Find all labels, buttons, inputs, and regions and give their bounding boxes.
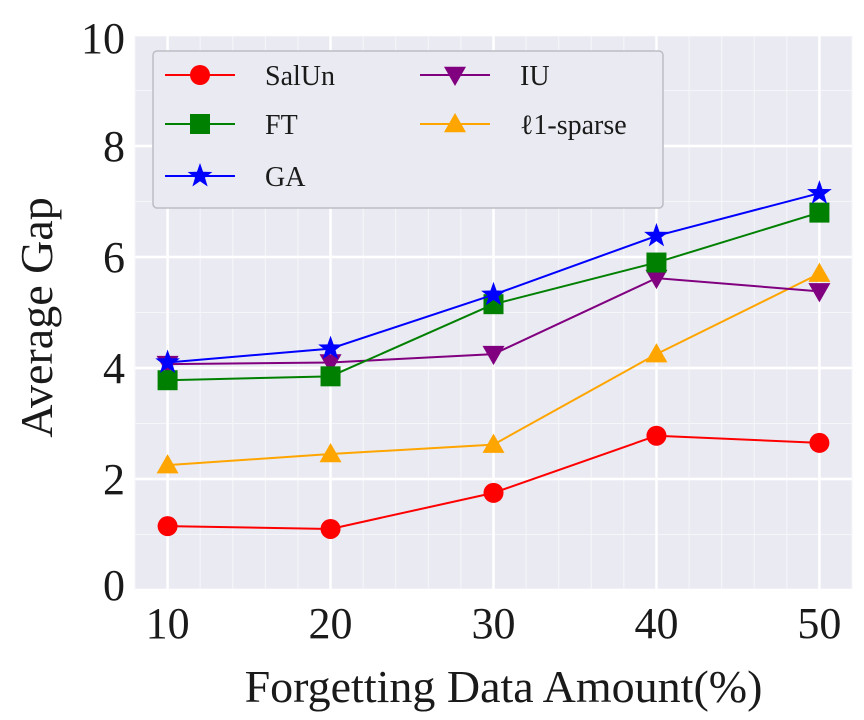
data-point bbox=[318, 335, 343, 360]
data-point bbox=[646, 252, 667, 273]
legend: SalUn FT GA IU ℓ1-sparse bbox=[152, 50, 664, 209]
legend-label: ℓ1-sparse bbox=[520, 110, 627, 141]
data-point bbox=[808, 262, 831, 282]
data-point bbox=[481, 281, 506, 306]
legend-entry: GA bbox=[165, 162, 306, 193]
y-tick-label: 2 bbox=[103, 455, 125, 504]
legend-label: GA bbox=[265, 162, 306, 193]
data-point bbox=[482, 345, 505, 366]
data-point bbox=[646, 425, 667, 446]
legend-marker bbox=[444, 66, 466, 86]
legend-frame bbox=[152, 50, 664, 209]
x-tick-label: 40 bbox=[634, 599, 678, 648]
data-point bbox=[483, 482, 504, 503]
y-tick-label: 10 bbox=[81, 14, 125, 63]
legend-label: SalUn bbox=[265, 61, 335, 92]
x-tick-label: 10 bbox=[146, 599, 190, 648]
series-ga bbox=[155, 180, 832, 373]
legend-entry: SalUn bbox=[165, 61, 335, 92]
data-point bbox=[319, 443, 342, 463]
data-point bbox=[320, 366, 341, 387]
y-tick-label: 6 bbox=[103, 233, 125, 282]
y-tick-label: 8 bbox=[103, 122, 125, 171]
data-point bbox=[155, 349, 180, 373]
y-tick-label: 0 bbox=[103, 561, 125, 610]
data-point bbox=[808, 283, 831, 303]
data-point bbox=[644, 222, 669, 247]
y-tick-label: 4 bbox=[103, 344, 125, 393]
data-point bbox=[809, 432, 830, 453]
legend-marker bbox=[190, 65, 210, 85]
data-point bbox=[807, 180, 832, 204]
legend-entry: ℓ1-sparse bbox=[420, 110, 627, 141]
data-point bbox=[157, 516, 178, 537]
data-point bbox=[645, 343, 668, 363]
data-point bbox=[482, 433, 505, 453]
legend-entry: FT bbox=[165, 110, 298, 141]
data-point bbox=[645, 269, 668, 290]
y-axis-label: Average Gap bbox=[11, 197, 62, 438]
series-1-sparse bbox=[156, 262, 831, 474]
legend-entry: IU bbox=[420, 61, 550, 92]
x-tick-label: 50 bbox=[797, 599, 841, 648]
data-point bbox=[157, 370, 178, 391]
x-tick-label: 30 bbox=[472, 599, 516, 648]
series-ft bbox=[157, 202, 830, 391]
legend-label: IU bbox=[520, 61, 550, 92]
series-salun bbox=[157, 425, 830, 539]
x-axis-label: Forgetting Data Amount(%) bbox=[245, 661, 763, 712]
legend-marker bbox=[190, 114, 210, 134]
tick-labels: 10 20 30 40 50 0 2 4 6 8 10 bbox=[81, 14, 841, 648]
series-layer bbox=[155, 180, 832, 539]
legend-marker bbox=[187, 163, 213, 187]
legend-marker bbox=[444, 113, 466, 133]
data-point bbox=[809, 202, 830, 223]
x-tick-label: 20 bbox=[309, 599, 353, 648]
legend-label: FT bbox=[265, 110, 298, 141]
data-point bbox=[319, 354, 342, 374]
data-point bbox=[320, 518, 341, 539]
data-point bbox=[156, 454, 179, 474]
